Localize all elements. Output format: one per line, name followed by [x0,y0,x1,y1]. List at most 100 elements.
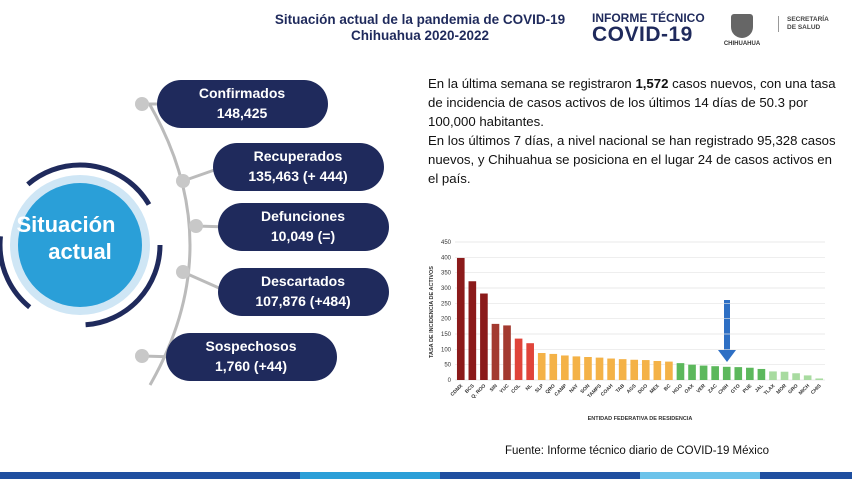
ring [0,162,163,328]
bar [595,357,604,380]
stat-label: Sospechosos [205,338,296,354]
title-line: Chihuahua 2020-2022 [350,28,490,43]
bar [630,359,639,380]
paragraph: En la última semana se registraron 1,572… [428,74,838,131]
circle [18,183,142,307]
bar [746,367,754,380]
bar [491,323,500,380]
bar [815,378,824,380]
stat-label: Recuperados [254,148,343,164]
bar [572,356,581,380]
x-tick-label: COL [510,383,522,395]
stat-pill [218,268,389,316]
bar [769,371,777,380]
logo-text: COVID-19 [592,23,693,46]
footer-stripe [640,472,760,479]
summary-diagram: Situación actual Confirmados 148,425 Recup… [0,80,389,386]
footer-bar [0,472,852,479]
bar [665,361,673,380]
logo: INFORME TÉCNICO COVID-19 [592,12,705,45]
x-tick-label: PUE [742,383,754,395]
logo-text: INFORME TÉCNICO [592,11,705,25]
bar [688,364,696,380]
x-tick-label: ZAC [707,383,719,395]
y-axis-label: TASA DE INCIDENCIA DE ACTIVOS [429,266,435,358]
bar [537,353,546,380]
bar [653,360,662,380]
bar [711,366,719,380]
bar [641,360,650,380]
bar [803,375,812,380]
joint [176,174,190,188]
y-tick-label: 450 [441,240,452,246]
stat-value: 148,425 [217,105,268,121]
state-logo: CHIHUAHUA [716,14,768,47]
x-tick-label: SLP [534,383,546,395]
bar [792,373,800,380]
bar [676,363,685,380]
stat-label: Defunciones [261,208,345,224]
joint [189,219,203,233]
joint [176,265,190,279]
x-tick-label: TAB [615,383,627,395]
stat-label: Descartados [261,273,345,289]
joint [135,97,149,111]
logo-text: CHIHUAHUA [723,41,761,47]
bar [722,366,731,380]
chart: TASA DE INCIDENCIA DE ACTIVOS ENTIDAD FE… [425,232,835,432]
paragraph: En los últimos 7 días, a nivel nacional … [428,133,836,186]
text-bold: 1,572 [635,76,669,91]
y-tick-label: 150 [441,332,452,338]
x-tick-label: JAL [754,383,765,394]
stat-value: 10,049 (=) [271,228,335,244]
stat-value: 107,876 (+484) [255,293,350,309]
bar [514,338,523,380]
logo-text: DE SALUD [787,24,821,31]
y-tick-label: 100 [441,347,452,353]
highlight-arrow [718,300,736,362]
bar [480,293,488,380]
title: Situación actual de la pandemia de COVID… [250,12,590,44]
stat-value: 1,760 (+44) [215,358,287,374]
title-line: Situación actual de la pandemia de COVID… [274,12,566,27]
bar [757,368,766,380]
text: casos nuevos, con una tasa de incidencia… [428,76,836,129]
joint [135,349,149,363]
stat-value: 135,463 (+ 444) [248,168,347,184]
x-tick-label: NAY [568,383,580,395]
y-tick-label: 300 [441,286,452,292]
shield-icon [731,14,753,38]
stat-pill [213,143,384,191]
summary-text: En la última semana se registraron 1,572… [428,74,838,188]
x-tick-label: GTO [730,383,742,395]
chart-container: TASA DE INCIDENCIA DE ACTIVOS ENTIDAD FE… [425,232,835,437]
circle-text: actual [48,239,112,264]
x-tick-label: VER [695,383,707,395]
source: Fuente: Informe técnico diario de COVID-… [505,445,769,457]
x-tick-label: YUC [499,383,511,395]
bar [699,365,708,380]
stat-label: Confirmados [199,85,286,101]
logo-text: SECRETARÍA [787,16,829,23]
y-tick-label: 50 [444,363,451,369]
bar [734,367,743,380]
bar [780,371,789,380]
bar [607,358,615,380]
stat-pill [218,203,389,251]
x-tick-label: BC [663,383,673,393]
circle-text: Situación [16,212,115,237]
bar [456,257,465,380]
y-tick-label: 400 [441,255,452,261]
y-tick-label: 350 [441,271,452,277]
bar [526,343,534,380]
bar [561,355,569,380]
footer-stripe [300,472,440,479]
x-axis-label: ENTIDAD FEDERATIVA DE RESIDENCIA [588,416,693,422]
y-tick-label: 0 [448,378,452,384]
y-tick-label: 200 [441,317,452,323]
bar [549,353,558,380]
y-tick-label: 250 [441,301,452,307]
bar [468,281,477,380]
stat-pill [157,80,328,128]
